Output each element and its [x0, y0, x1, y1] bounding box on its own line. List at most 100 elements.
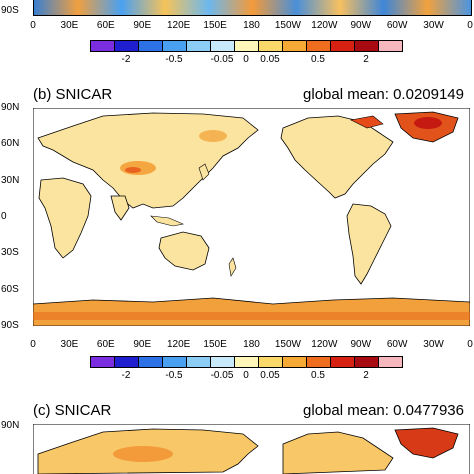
panel-a-map-strip [33, 0, 472, 16]
colorbar-1-label: 2 [363, 54, 369, 65]
row2-lon-tick: 120E [166, 339, 191, 350]
colorbar-2-swatch [258, 356, 283, 368]
colorbar-2-swatch [330, 356, 355, 368]
colorbar-1-swatch [90, 40, 115, 52]
colorbar-1-swatch [162, 40, 187, 52]
colorbar-1-swatch [234, 40, 259, 52]
lat-tick: 0 [1, 211, 7, 222]
row2-lon-tick: 90E [133, 339, 152, 350]
row1-lon-tick: 150W [274, 20, 301, 31]
colorbar-2-label: -2 [121, 370, 131, 381]
panel-c-lat-label: 90N [1, 420, 20, 431]
tibet-hot-spot [125, 167, 141, 173]
lat-axis-panel-b: 90N 60N 30N 0 30S 60S 90S [0, 102, 30, 331]
colorbar-2-label: -0.05 [210, 370, 234, 381]
colorbar-1-label: 0.05 [260, 54, 280, 65]
arctic-islands-land [350, 115, 384, 129]
colorbar-1-swatch [210, 40, 235, 52]
panel-b-title: (b) SNICAR [33, 86, 113, 103]
colorbar-2-swatch [234, 356, 259, 368]
colorbar-1-label: 0.5 [311, 54, 325, 65]
colorbar-1-swatch [186, 40, 211, 52]
row1-lon-tick: 60E [96, 20, 115, 31]
row2-lon-tick: 150W [274, 339, 301, 350]
lon-axis-row-1: 0 30E 60E 90E 120E 150E 180 150W 120W 90W 60W 30W 0 [0, 20, 474, 34]
colorbar-1-label: -2 [121, 54, 131, 65]
row2-lon-tick: 30W [423, 339, 444, 350]
siberia-warm-region [199, 130, 227, 142]
row1-lon-tick: 150E [203, 20, 227, 31]
india-land [110, 195, 130, 221]
row2-lon-tick: 30E [60, 339, 79, 350]
panel-c-title: (c) SNICAR [33, 402, 112, 419]
colorbar-2-swatch [162, 356, 187, 368]
row1-lon-tick: 120W [311, 20, 338, 31]
colorbar-2-label: 0.5 [311, 370, 325, 381]
colorbar-2-label: 0.05 [260, 370, 280, 381]
row1-lon-tick: 180 [243, 20, 260, 31]
lat-tick: 60N [1, 138, 20, 150]
colorbar-2-swatch [378, 356, 403, 368]
colorbar-1-swatch [330, 40, 355, 52]
row1-lon-tick: 0 [30, 20, 36, 31]
colorbar-1-swatch [258, 40, 283, 52]
panel-c-map [33, 424, 470, 474]
africa-land [38, 177, 92, 259]
lat-tick: 90N [1, 102, 20, 113]
asia-warm-region-c [113, 446, 173, 462]
row2-lon-tick: 90W [350, 339, 372, 350]
lon-axis-row-2: 0 30E 60E 90E 120E 150E 180 150W 120W 90W 60W 30W 0 [0, 339, 474, 353]
row2-lon-tick: 60E [96, 339, 115, 350]
row2-lon-tick: 0 [467, 339, 473, 350]
lat-tick: 30N [1, 174, 20, 186]
north-america-land-c [282, 431, 394, 474]
panel-c-global-mean: global mean: 0.0477936 [303, 402, 464, 419]
row1-lon-tick: 120E [166, 20, 191, 31]
colorbar-2: -2 -0.5 -0.05 0 0.05 0.5 2 [90, 356, 403, 381]
lat-tick: 30S [1, 247, 19, 259]
greenland-land-c [394, 427, 459, 459]
colorbar-1-swatch [306, 40, 331, 52]
colorbar-2-swatch [114, 356, 139, 368]
row2-lon-tick: 0 [30, 339, 36, 350]
colorbar-1-swatch [114, 40, 139, 52]
antarctica-hot-band [33, 312, 470, 320]
row1-lon-tick: 90E [133, 20, 152, 31]
row2-lon-tick: 150E [203, 339, 227, 350]
row2-lon-tick: 120W [311, 339, 338, 350]
row1-lon-tick: 30E [60, 20, 79, 31]
colorbar-2-label: 2 [363, 370, 369, 381]
colorbar-2-label: 0 [243, 370, 249, 381]
colorbar-1-swatch [354, 40, 379, 52]
japan-land [198, 163, 210, 181]
colorbar-2-swatch [186, 356, 211, 368]
lat-tick: 90S [1, 320, 19, 331]
lat-tick: 60S [1, 283, 19, 295]
row1-lon-tick: 0 [467, 20, 473, 31]
row1-lon-tick: 30W [423, 20, 444, 31]
panel-b-global-mean: global mean: 0.0209149 [303, 86, 464, 103]
australia-land [158, 231, 210, 271]
new-zealand-land [228, 257, 237, 277]
greenland-hot-spot [414, 117, 442, 129]
colorbar-1-label: -0.05 [210, 54, 234, 65]
colorbar-1-label: 0 [243, 54, 249, 65]
row1-lon-tick: 60W [386, 20, 408, 31]
indonesia-land [150, 215, 185, 227]
south-america-land [346, 203, 392, 285]
colorbar-2-swatch [282, 356, 307, 368]
colorbar-1-label: -0.5 [165, 54, 183, 65]
panel-a-lat-label: 90S [1, 5, 19, 16]
colorbar-2-label: -0.5 [165, 370, 183, 381]
colorbar-1-swatch [138, 40, 163, 52]
colorbar-1-swatch [282, 40, 307, 52]
colorbar-2-swatch [210, 356, 235, 368]
panel-b-map [33, 108, 470, 326]
row2-lon-tick: 180 [243, 339, 260, 350]
row2-lon-tick: 60W [386, 339, 408, 350]
colorbar-1: -2 -0.5 -0.05 0 0.05 0.5 2 [90, 40, 403, 65]
colorbar-1-swatch [378, 40, 403, 52]
colorbar-2-swatch [306, 356, 331, 368]
colorbar-2-swatch [90, 356, 115, 368]
colorbar-2-swatch [354, 356, 379, 368]
